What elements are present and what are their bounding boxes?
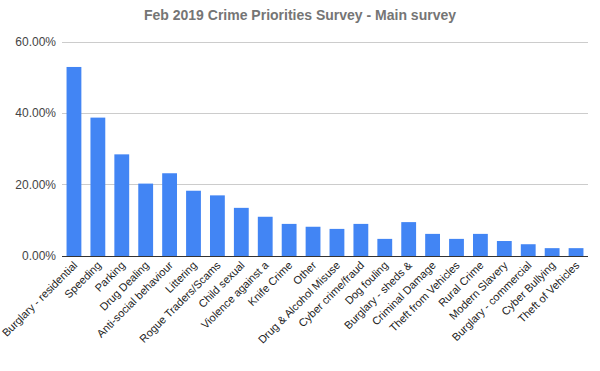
- bar: [449, 239, 464, 256]
- y-tick-label: 40.00%: [15, 106, 56, 120]
- x-tick-label: Knife Crime: [245, 259, 294, 308]
- chart-svg: Feb 2019 Crime Priorities Survey - Main …: [0, 0, 600, 371]
- bar: [569, 248, 584, 256]
- x-tick-label: Anti-social behaviour: [94, 259, 175, 340]
- chart-container: Feb 2019 Crime Priorities Survey - Main …: [0, 0, 600, 371]
- bar: [90, 118, 105, 256]
- bar: [521, 244, 536, 256]
- bars: [67, 67, 584, 256]
- bar: [162, 173, 177, 256]
- grid-line: [62, 113, 588, 114]
- y-tick-label: 0.00%: [22, 249, 56, 263]
- bar: [401, 222, 416, 256]
- bar: [377, 239, 392, 256]
- grid-line: [62, 42, 588, 43]
- bar: [282, 224, 297, 256]
- bar: [138, 184, 153, 256]
- bar: [306, 227, 321, 256]
- bar: [473, 234, 488, 256]
- bar: [330, 229, 345, 256]
- x-tick-label: Theft of Vehicles: [515, 259, 581, 325]
- bar: [497, 241, 512, 256]
- bar: [258, 217, 273, 256]
- x-tick-label: Burglary - residential: [0, 259, 79, 339]
- x-axis-line: [62, 256, 588, 257]
- bar: [210, 195, 225, 256]
- bar: [353, 224, 368, 256]
- bar: [114, 154, 129, 256]
- grid-line: [62, 256, 588, 257]
- y-tick-label: 60.00%: [15, 35, 56, 49]
- bar: [186, 191, 201, 256]
- y-tick-label: 20.00%: [15, 178, 56, 192]
- chart-title: Feb 2019 Crime Priorities Survey - Main …: [144, 7, 456, 23]
- bar: [67, 67, 82, 256]
- bar: [234, 208, 249, 256]
- bar: [425, 234, 440, 256]
- bar: [545, 248, 560, 256]
